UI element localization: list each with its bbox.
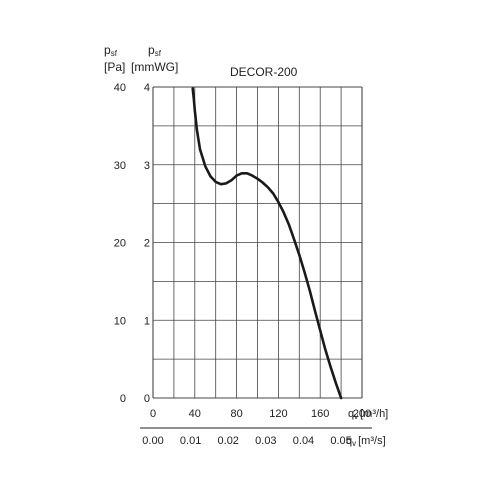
y-left-tick-label: 30 bbox=[114, 160, 126, 172]
y-left-tick-label: 0 bbox=[120, 393, 126, 405]
inner-axis-symbol: psf bbox=[148, 43, 162, 58]
y-inner-tick-label: 2 bbox=[144, 238, 150, 250]
y-inner-tick-label: 3 bbox=[144, 160, 150, 172]
x-primary-tick-label: 200 bbox=[353, 408, 371, 420]
x-primary-tick-label: 120 bbox=[269, 408, 287, 420]
x-secondary-tick-label: 0.03 bbox=[255, 435, 276, 447]
x-primary-tick-label: 80 bbox=[230, 408, 242, 420]
performance-curve bbox=[191, 87, 343, 400]
y-left-tick-label: 40 bbox=[114, 82, 126, 94]
x-secondary-tick-label: 0.02 bbox=[218, 435, 239, 447]
x-primary-tick-label: 160 bbox=[311, 408, 329, 420]
y-left-tick-label: 20 bbox=[114, 238, 126, 250]
x-primary-axis-label: qv [m³/h] bbox=[348, 408, 388, 421]
left-axis-symbol: psf bbox=[104, 43, 118, 58]
y-inner-tick-label: 4 bbox=[144, 82, 150, 94]
y-left-tick-label: 10 bbox=[114, 315, 126, 327]
chart-title: DECOR-200 bbox=[230, 65, 298, 79]
x-primary-tick-label: 0 bbox=[150, 408, 156, 420]
x-secondary-tick-label: 0.04 bbox=[293, 435, 314, 447]
x-secondary-tick-label: 0.05 bbox=[330, 435, 351, 447]
y-inner-tick-label: 0 bbox=[144, 393, 150, 405]
x-primary-tick-label: 40 bbox=[189, 408, 201, 420]
x-secondary-axis-label: qv [m³/s] bbox=[346, 435, 386, 448]
left-axis-unit: [Pa] bbox=[104, 60, 125, 74]
y-inner-tick-label: 1 bbox=[144, 315, 150, 327]
x-secondary-tick-label: 0.01 bbox=[180, 435, 201, 447]
x-secondary-tick-label: 0.00 bbox=[142, 435, 163, 447]
inner-axis-unit: [mmWG] bbox=[131, 60, 178, 74]
grid bbox=[140, 86, 372, 429]
